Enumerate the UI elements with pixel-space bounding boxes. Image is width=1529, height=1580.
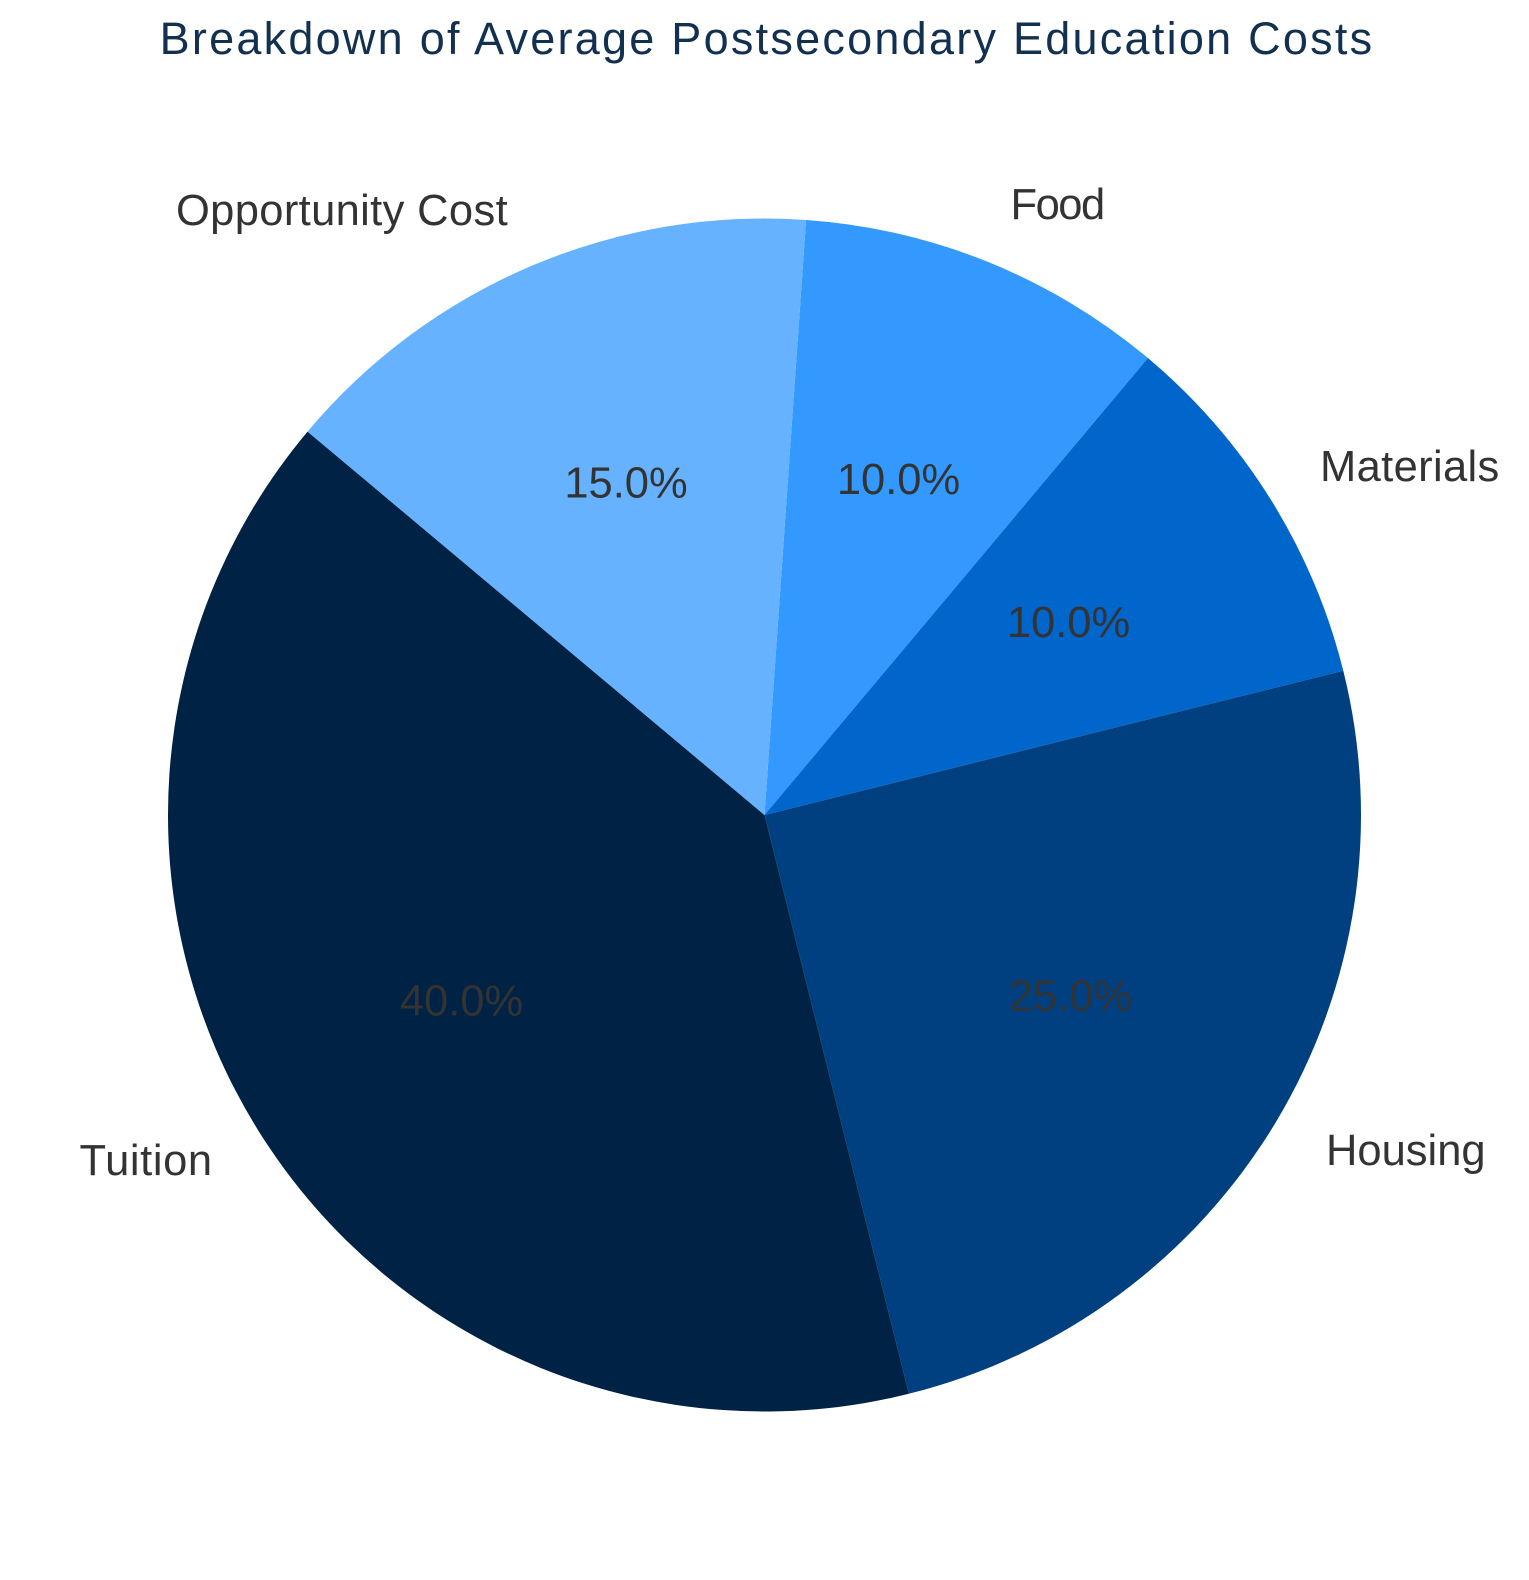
svg-text:10.0%: 10.0% bbox=[1007, 599, 1130, 647]
svg-text:Opportunity Cost: Opportunity Cost bbox=[176, 187, 508, 235]
svg-text:Tuition: Tuition bbox=[80, 1137, 213, 1185]
svg-text:Food: Food bbox=[1011, 181, 1104, 229]
svg-text:Breakdown of Average Postsecon: Breakdown of Average Postsecondary Educa… bbox=[160, 13, 1375, 64]
svg-text:Housing: Housing bbox=[1326, 1127, 1486, 1175]
svg-text:15.0%: 15.0% bbox=[564, 460, 687, 508]
svg-text:10.0%: 10.0% bbox=[837, 456, 960, 504]
svg-text:40.0%: 40.0% bbox=[400, 978, 523, 1026]
svg-text:Materials: Materials bbox=[1320, 443, 1500, 491]
svg-text:25.0%: 25.0% bbox=[1009, 973, 1132, 1021]
